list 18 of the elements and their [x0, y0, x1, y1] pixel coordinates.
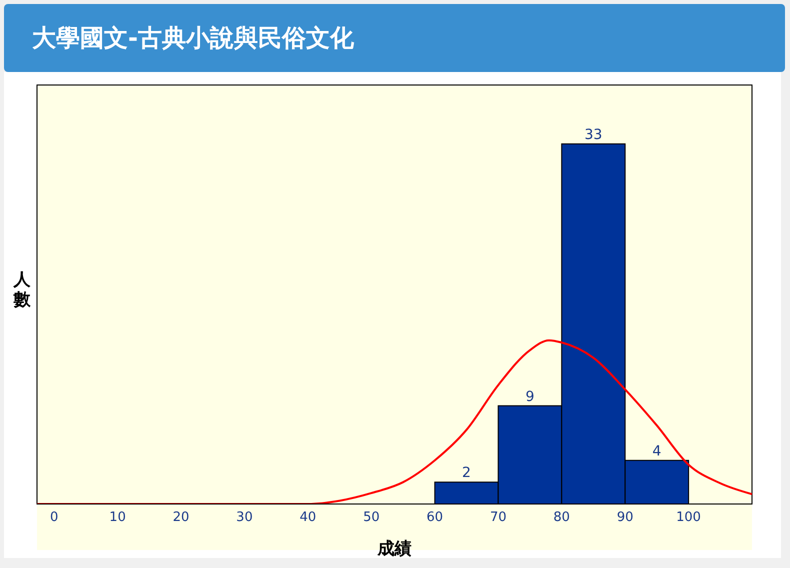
x-tick-label: 0 — [50, 510, 58, 526]
data-label: 9 — [525, 388, 534, 405]
x-tick-label: 90 — [616, 510, 634, 526]
x-tick-label: 50 — [363, 510, 380, 526]
data-label: 33 — [584, 126, 602, 143]
x-tick-label: 60 — [426, 510, 444, 526]
x-tick-label: 100 — [676, 510, 701, 526]
x-tick-label: 40 — [300, 510, 316, 526]
data-label: 4 — [652, 443, 662, 460]
y-axis-title: 人數 — [12, 270, 32, 310]
x-tick-label: 10 — [109, 510, 126, 526]
chart-title: 大學國文-古典小說與民俗文化 — [4, 4, 785, 72]
x-tick-label: 70 — [490, 510, 506, 526]
x-tick-label: 20 — [172, 510, 190, 526]
data-label: 2 — [462, 465, 471, 482]
x-axis-title: 成績 — [376, 539, 412, 559]
x-tick-label: 30 — [236, 510, 253, 526]
x-tick-label: 80 — [553, 510, 570, 526]
